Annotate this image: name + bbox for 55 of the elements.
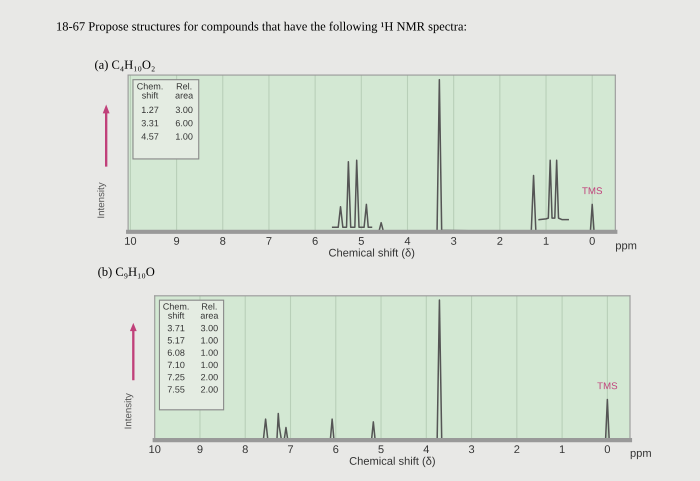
- x-tick-label: 7: [266, 237, 272, 245]
- annotation: TMS: [582, 187, 602, 194]
- x-tick-label: 5: [358, 237, 364, 245]
- y-axis-title: Intensity: [124, 393, 134, 428]
- annotation: 2.00: [201, 386, 218, 393]
- annotation: 3.00: [176, 106, 193, 114]
- chart-subtitle: (a) C₄H₁₀O₂: [95, 60, 155, 72]
- annotation: 7.25: [168, 374, 184, 380]
- x-tick-label: 1: [560, 445, 565, 454]
- x-tick-label: 10: [125, 236, 136, 245]
- annotation: 1.00: [176, 133, 193, 140]
- annotation: 1.00: [201, 362, 218, 368]
- y-axis-title: Intensity: [97, 182, 106, 218]
- x-tick-label: 0: [604, 445, 610, 454]
- annotation: 3.71: [168, 324, 184, 332]
- text: ppm: [616, 243, 636, 252]
- x-tick-label: 8: [220, 236, 226, 245]
- x-tick-label: 1: [544, 237, 549, 245]
- x-axis-title: Chemical shift (δ): [350, 456, 435, 468]
- x-tick-label: 0: [590, 236, 595, 245]
- annotation: 1.27: [142, 106, 158, 113]
- x-axis-title: Chemical shift (δ): [329, 248, 414, 259]
- annotation: 7.10: [168, 362, 185, 368]
- annotation: 6.08: [168, 349, 184, 356]
- annotation: 4.57: [141, 133, 158, 140]
- annotation: 7.55: [168, 386, 184, 393]
- annotation: Rel. area: [200, 303, 218, 319]
- x-tick-label: 3: [468, 445, 474, 454]
- x-tick-label: 9: [174, 236, 180, 245]
- annotation: 1.00: [201, 349, 218, 356]
- x-tick-label: 8: [242, 445, 248, 454]
- x-tick-label: 4: [404, 237, 410, 245]
- annotation: Chem. shift: [163, 303, 189, 319]
- annotation: 3.00: [200, 324, 218, 332]
- x-tick-label: 4: [423, 445, 430, 454]
- annotation: Chem. shift: [137, 82, 162, 99]
- annotation: 1.00: [201, 337, 218, 344]
- annotation: Rel. area: [175, 82, 194, 99]
- x-tick-label: 10: [149, 445, 160, 454]
- annotation: TMS: [597, 382, 618, 390]
- text: ppm: [630, 450, 651, 460]
- x-tick-label: 6: [312, 236, 318, 245]
- x-tick-label: 7: [288, 445, 294, 454]
- annotation: 5.17: [168, 337, 184, 344]
- x-tick-label: 2: [514, 445, 520, 454]
- x-tick-label: 5: [378, 445, 384, 454]
- x-tick-label: 6: [333, 445, 338, 454]
- x-tick-label: 2: [497, 236, 502, 245]
- annotation: 3.31: [142, 120, 158, 126]
- annotation: 6.00: [176, 120, 193, 126]
- x-tick-label: 9: [197, 445, 203, 454]
- annotation: 2.00: [201, 374, 218, 380]
- chart-title: (b) C₉H₁₀O: [98, 267, 154, 278]
- chart-title: 18-67 Propose structures for compounds that have the following ¹H NMR spectra:: [57, 22, 466, 34]
- x-tick-label: 3: [451, 236, 456, 245]
